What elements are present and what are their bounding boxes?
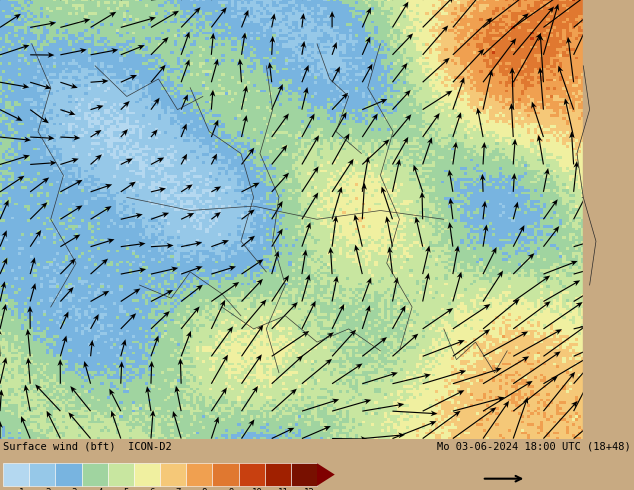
Text: 12: 12: [304, 489, 314, 490]
Text: 5: 5: [124, 489, 129, 490]
Text: 10: 10: [252, 489, 262, 490]
Bar: [56, 463, 82, 486]
Text: Mo 03-06-2024 18:00 UTC (18+48): Mo 03-06-2024 18:00 UTC (18+48): [437, 441, 631, 451]
Bar: [265, 463, 291, 486]
Text: 7: 7: [176, 489, 181, 490]
Text: 9: 9: [228, 489, 233, 490]
Bar: [238, 463, 265, 486]
Text: 4: 4: [97, 489, 103, 490]
Bar: [108, 463, 134, 486]
Bar: [160, 463, 186, 486]
Bar: [291, 463, 317, 486]
Bar: [82, 463, 108, 486]
Bar: [134, 463, 160, 486]
Text: 1: 1: [19, 489, 24, 490]
Bar: [3, 463, 29, 486]
Polygon shape: [317, 463, 335, 486]
Text: 8: 8: [202, 489, 207, 490]
Text: 6: 6: [150, 489, 155, 490]
Bar: [212, 463, 238, 486]
Bar: [583, 0, 634, 439]
Text: Surface wind (bft)  ICON-D2: Surface wind (bft) ICON-D2: [3, 441, 172, 451]
Bar: [29, 463, 56, 486]
Text: 2: 2: [45, 489, 50, 490]
Text: 11: 11: [278, 489, 288, 490]
Bar: [186, 463, 212, 486]
Text: 3: 3: [71, 489, 77, 490]
